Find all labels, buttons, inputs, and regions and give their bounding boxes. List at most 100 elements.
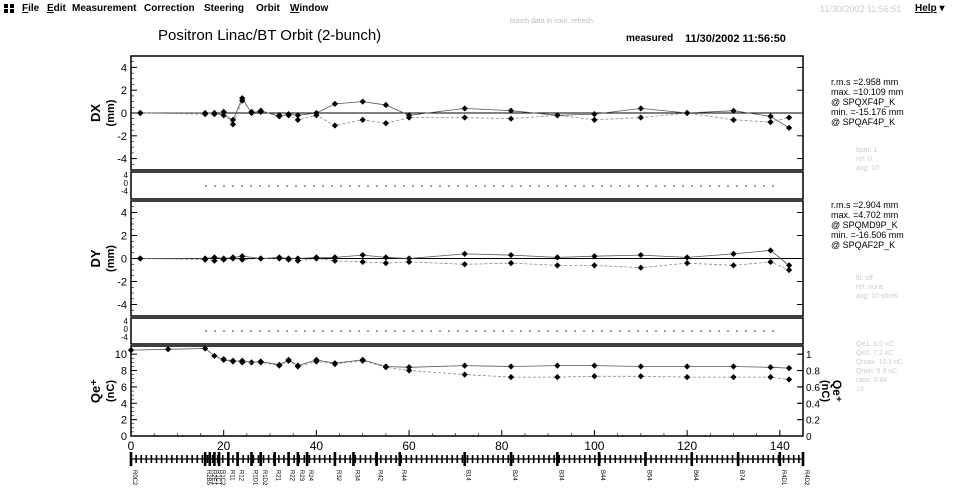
menu-file[interactable]: File: [22, 3, 40, 14]
dy-y-label: DY: [88, 249, 103, 267]
qe-y-tick-label: 6: [121, 382, 127, 394]
beamline-element: [767, 455, 770, 463]
beamline-element: [283, 455, 285, 463]
x-tick-label: 20: [217, 439, 231, 453]
dx-data-point: [359, 98, 366, 105]
beamline-element: [385, 455, 387, 463]
q2-y-tick-label: 0.6: [806, 383, 820, 394]
beamline-element: [318, 455, 321, 463]
beamline-marker: [129, 452, 133, 466]
beamline-element: [798, 455, 800, 463]
beamline-marker: [305, 452, 309, 466]
dy-min: min. =-16.506 mm: [831, 230, 904, 240]
beamline-element: [461, 455, 464, 463]
beamline-label: R1D1: [251, 470, 257, 486]
x-tick-label: 100: [584, 439, 604, 453]
dy-data-point: [239, 256, 246, 263]
q2-y-label: Qe⁺: [830, 380, 844, 402]
dy-data-point: [405, 258, 413, 266]
beamline-element: [502, 455, 504, 463]
beamline-element: [747, 455, 749, 463]
beamline-label: R34: [353, 470, 359, 482]
beamline-marker: [463, 452, 466, 466]
x-tick-label: 60: [402, 439, 416, 453]
beamline-element: [538, 455, 540, 463]
qe-data-point: [730, 363, 737, 370]
q2-y-tick-label: 0: [806, 432, 812, 443]
beamline-element: [578, 455, 581, 463]
beamline-marker: [213, 452, 216, 466]
dx-data-point: [359, 116, 366, 123]
beamline-element: [507, 455, 510, 463]
dy-max-at: @ SPQMD9P_K: [831, 220, 898, 230]
menu-help[interactable]: Help ▾: [915, 3, 945, 14]
beamline-label: R1D2: [261, 470, 267, 486]
qe-y-tick-label: 2: [121, 415, 127, 427]
dy-data-point: [637, 251, 644, 259]
menu-measurement[interactable]: Measurement: [72, 3, 137, 14]
beamline-element: [726, 455, 729, 463]
dx-stats: r.m.s =2.958 mm max. =10.109 mm @ SPQXF4…: [831, 77, 904, 127]
beamline-label: B54: [645, 470, 651, 481]
beamline-element: [481, 455, 484, 463]
dy-y-tick-label: 4: [121, 208, 127, 220]
q-faded-line: ratio: 0.84: [856, 377, 888, 384]
dy-data-point: [257, 255, 264, 262]
dy-faded-line: fit: off: [856, 275, 873, 282]
beamline-element: [196, 455, 199, 463]
beamline-element: [568, 455, 571, 463]
beamline-marker: [236, 452, 239, 466]
beamline-element: [634, 455, 637, 463]
beamline-element: [548, 455, 550, 463]
dy-max: max. =4.702 mm: [831, 210, 899, 220]
qe-data-point: [331, 360, 339, 368]
beamline-element: [466, 455, 469, 463]
dy-data-point: [229, 255, 237, 262]
beamline-label: R0C2: [131, 470, 137, 486]
beamline-label: B64: [692, 470, 698, 481]
qe-data-point: [220, 355, 227, 363]
beamline-element: [680, 455, 683, 463]
beamline-label: R44: [400, 470, 406, 482]
beamline-label: B34: [557, 470, 563, 481]
dx-y-tick-label: -2: [117, 131, 127, 143]
beamline-element: [762, 455, 764, 463]
menu-steering[interactable]: Steering: [204, 3, 245, 14]
beamline-element: [267, 455, 270, 463]
qe-data-point: [554, 362, 561, 369]
app-menu-icon[interactable]: [4, 4, 14, 13]
qe-data-point: [294, 363, 301, 370]
dx-data-point: [220, 108, 227, 115]
menu-correction[interactable]: Correction: [144, 3, 195, 14]
qe-data-point: [554, 373, 561, 381]
beamline-element: [624, 455, 627, 463]
dy-data-point: [359, 251, 366, 259]
menu-edit[interactable]: Edit: [47, 3, 66, 14]
beamline-label: R4D2: [803, 470, 809, 486]
beamline-element: [395, 455, 397, 463]
qe-y-label: Qe⁺: [88, 379, 103, 403]
x-tick-label: 0: [128, 439, 135, 453]
x-tick-label: 140: [770, 439, 790, 453]
qe-data-point: [164, 346, 172, 353]
dx-data-point: [785, 114, 793, 121]
beamline-element: [206, 455, 209, 463]
beamline-label: B24: [511, 470, 517, 481]
beamline-marker: [556, 452, 559, 466]
beamline-element: [390, 455, 392, 463]
beamline-element: [232, 455, 234, 463]
beamline-element: [792, 455, 795, 463]
dx-data-point: [229, 121, 237, 128]
dx-min-at: @ SPQAF4P_K: [831, 117, 896, 127]
beamline-element: [752, 455, 754, 463]
menu-orbit[interactable]: Orbit: [256, 3, 280, 14]
monitor-strip-frame: [130, 317, 804, 345]
beamline-marker: [287, 452, 290, 466]
menu-window[interactable]: Window: [290, 3, 329, 14]
beamline-element: [522, 455, 525, 463]
beamline-element: [787, 455, 790, 463]
beamline-element: [211, 455, 214, 463]
dy-data-point: [294, 257, 301, 264]
beamline-label: R1C2: [219, 470, 225, 486]
